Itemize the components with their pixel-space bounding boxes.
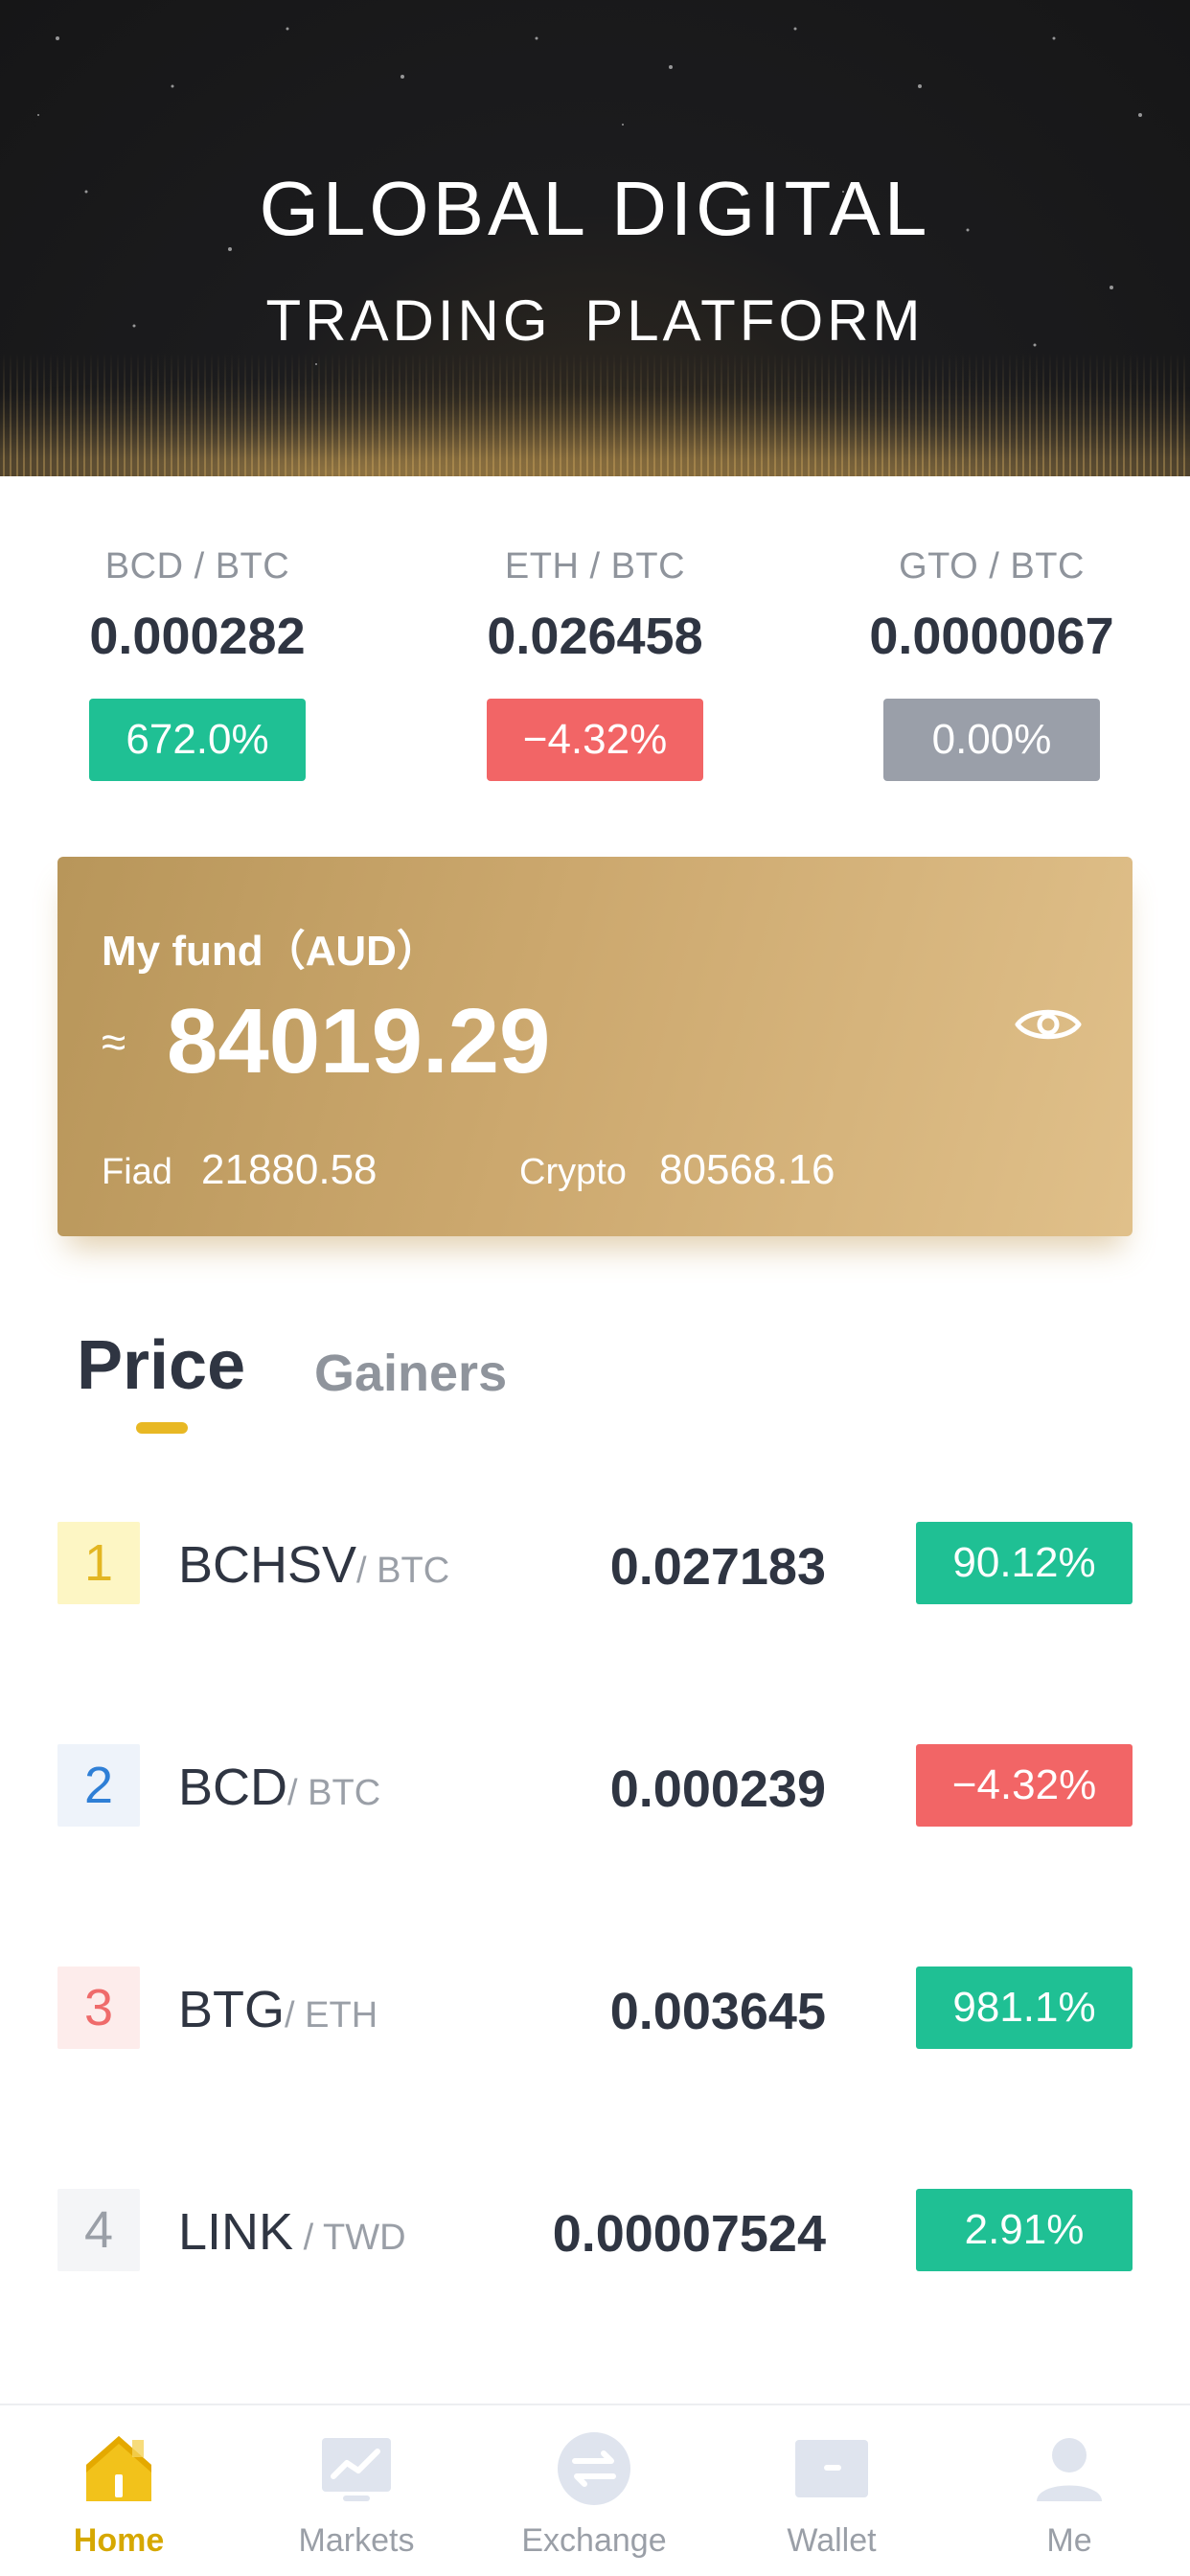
banner-title-line2: TRADING PLATFORM xyxy=(265,288,925,353)
tab-gainers[interactable]: Gainers xyxy=(314,1345,508,1402)
change-badge: 90.12% xyxy=(916,1522,1133,1604)
rank-badge: 2 xyxy=(57,1744,140,1827)
ticker-card[interactable]: BCD / BTC 0.000282 672.0% xyxy=(44,546,351,781)
nav-label: Exchange xyxy=(521,2522,667,2559)
crypto-value: 80568.16 xyxy=(659,1146,835,1193)
ticker-price: 0.0000067 xyxy=(869,608,1114,665)
fiat-value: 21880.58 xyxy=(201,1146,378,1193)
pair-base: LINK xyxy=(178,2203,294,2261)
golden-wave-decoration xyxy=(0,352,1190,476)
nav-label: Me xyxy=(1046,2522,1092,2559)
nav-me[interactable]: Me xyxy=(950,2405,1188,2576)
list-item[interactable]: 3 BTG/ ETH 0.003645 981.1% xyxy=(0,1966,1190,2053)
list-item[interactable]: 2 BCD/ BTC 0.000239 −4.32% xyxy=(0,1744,1190,1830)
wallet-icon xyxy=(795,2440,868,2497)
nav-label: Markets xyxy=(298,2522,415,2559)
nav-exchange[interactable]: Exchange xyxy=(475,2405,713,2576)
pair-price: 0.00007524 xyxy=(552,2205,826,2263)
tab-price[interactable]: Price xyxy=(77,1327,246,1404)
pair-quote: / ETH xyxy=(285,1995,378,2036)
hero-banner: GLOBAL DIGITAL TRADING PLATFORM xyxy=(0,0,1190,476)
ticker-strip: BCD / BTC 0.000282 672.0% ETH / BTC 0.02… xyxy=(0,546,1190,795)
eye-icon[interactable] xyxy=(1014,1000,1083,1048)
home-icon xyxy=(86,2436,151,2501)
pair-base: BTG xyxy=(178,1981,286,2038)
fund-label: My fund（AUD） xyxy=(102,928,439,975)
ticker-pair: GTO / BTC xyxy=(899,546,1085,586)
fiat-label: Fiad xyxy=(102,1152,172,1192)
pair-name: BTG/ ETH xyxy=(178,1980,378,2039)
my-fund-card[interactable]: My fund（AUD） ≈ 84019.29 Fiad 21880.58 Cr… xyxy=(57,857,1133,1236)
fund-total: 84019.29 xyxy=(167,990,551,1092)
nav-wallet[interactable]: Wallet xyxy=(713,2405,950,2576)
pair-price: 0.003645 xyxy=(609,1983,826,2040)
ticker-change-badge: −4.32% xyxy=(487,699,703,781)
starfield-decoration xyxy=(37,27,1142,365)
rank-badge: 4 xyxy=(57,2189,140,2271)
nav-label: Wallet xyxy=(787,2522,877,2559)
ticker-pair: ETH / BTC xyxy=(504,546,686,586)
rank-badge: 1 xyxy=(57,1522,140,1604)
pair-name: BCHSV/ BTC xyxy=(178,1535,449,1595)
pair-name: LINK / TWD xyxy=(178,2202,406,2262)
change-badge: −4.32% xyxy=(916,1744,1133,1827)
crypto-label: Crypto xyxy=(519,1152,627,1192)
nav-home[interactable]: Home xyxy=(0,2405,238,2576)
ticker-change-badge: 0.00% xyxy=(883,699,1100,781)
pair-quote: / BTC xyxy=(356,1551,450,1591)
pair-quote: / TWD xyxy=(293,2218,406,2258)
exchange-arrows-icon xyxy=(558,2432,630,2505)
ticker-pair: BCD / BTC xyxy=(104,546,290,586)
list-item[interactable]: 4 LINK / TWD 0.00007524 2.91% xyxy=(0,2189,1190,2275)
ticker-card[interactable]: GTO / BTC 0.0000067 0.00% xyxy=(838,546,1145,781)
banner-title-line1: GLOBAL DIGITAL xyxy=(259,166,931,251)
list-item[interactable]: 1 BCHSV/ BTC 0.027183 90.12% xyxy=(0,1522,1190,1608)
ticker-price: 0.026458 xyxy=(487,608,703,665)
ticker-change-badge: 672.0% xyxy=(89,699,306,781)
pair-name: BCD/ BTC xyxy=(178,1758,380,1817)
approx-symbol: ≈ xyxy=(102,1017,126,1067)
bottom-tab-bar: Home Markets Exchange Wallet Me xyxy=(0,2404,1190,2576)
pair-price: 0.000239 xyxy=(609,1760,826,1818)
pair-base: BCD xyxy=(178,1759,288,1816)
pair-price: 0.027183 xyxy=(609,1538,826,1596)
nav-label: Home xyxy=(73,2522,165,2559)
person-icon xyxy=(1037,2438,1102,2501)
pair-base: BCHSV xyxy=(178,1536,357,1594)
change-badge: 981.1% xyxy=(916,1966,1133,2049)
ticker-card[interactable]: ETH / BTC 0.026458 −4.32% xyxy=(442,546,748,781)
change-badge: 2.91% xyxy=(916,2189,1133,2271)
rank-badge: 3 xyxy=(57,1966,140,2049)
markets-chart-icon xyxy=(322,2438,391,2501)
ticker-price: 0.000282 xyxy=(89,608,306,665)
nav-markets[interactable]: Markets xyxy=(238,2405,475,2576)
active-tab-indicator xyxy=(136,1422,188,1434)
pair-quote: / BTC xyxy=(287,1773,381,1813)
